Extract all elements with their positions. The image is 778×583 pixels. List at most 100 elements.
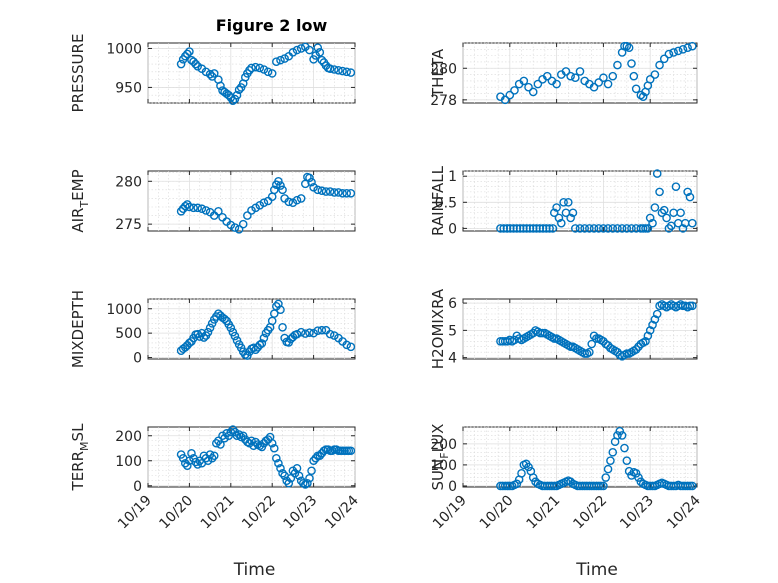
data-point bbox=[292, 329, 302, 339]
data-point bbox=[608, 224, 618, 233]
data-point bbox=[269, 185, 279, 195]
y-tick-label: 4 bbox=[448, 351, 457, 367]
data-point bbox=[510, 86, 519, 95]
x-tick-label: 10/22 bbox=[239, 493, 279, 533]
data-point bbox=[292, 463, 302, 473]
data-point bbox=[608, 447, 618, 457]
y-tick-label: 950 bbox=[115, 80, 142, 96]
data-point bbox=[234, 85, 244, 95]
y-tick-label: 275 bbox=[115, 217, 142, 233]
data-point bbox=[599, 73, 608, 83]
data-point bbox=[613, 60, 622, 70]
data-point bbox=[554, 213, 564, 223]
data-point bbox=[512, 479, 522, 489]
data-point bbox=[317, 325, 327, 335]
y-axis-label: MIXDEPTH bbox=[69, 290, 87, 368]
data-point bbox=[615, 426, 625, 436]
data-point bbox=[216, 81, 225, 91]
x-tick-label: 10/23 bbox=[281, 493, 321, 533]
data-point bbox=[193, 62, 202, 71]
y-axis-label: TERRMSL bbox=[69, 423, 91, 492]
data-point bbox=[209, 69, 219, 78]
data-point bbox=[657, 208, 667, 218]
data-point bbox=[305, 45, 314, 55]
data-point bbox=[325, 329, 335, 339]
y-tick-label: 500 bbox=[115, 326, 142, 342]
data-point bbox=[334, 188, 343, 197]
data-point bbox=[517, 469, 526, 478]
data-point bbox=[664, 49, 674, 59]
data-point bbox=[315, 451, 325, 461]
data-point bbox=[622, 456, 632, 465]
data-point bbox=[191, 59, 200, 69]
data-point bbox=[315, 48, 325, 57]
data-point bbox=[278, 185, 287, 195]
data-point bbox=[659, 54, 669, 64]
data-point bbox=[199, 451, 209, 461]
data-point bbox=[575, 67, 585, 76]
data-point bbox=[234, 430, 244, 439]
data-point bbox=[645, 75, 655, 84]
data-point bbox=[230, 223, 240, 232]
data-point bbox=[259, 198, 269, 208]
data-point bbox=[346, 342, 356, 352]
data-point bbox=[631, 469, 641, 478]
data-point bbox=[655, 187, 664, 197]
data-point bbox=[183, 49, 192, 59]
data-point bbox=[559, 198, 568, 207]
data-point bbox=[313, 326, 323, 336]
data-point bbox=[580, 224, 589, 233]
data-point bbox=[629, 71, 639, 81]
data-point bbox=[226, 323, 236, 333]
data-point bbox=[601, 473, 611, 482]
data-point bbox=[641, 336, 650, 346]
data-point bbox=[676, 208, 685, 218]
y-axis-label-tail: LUX bbox=[429, 424, 447, 453]
y-axis-label-subscript: M bbox=[78, 441, 91, 451]
y-axis-label-main: SUN bbox=[429, 459, 447, 491]
data-point bbox=[305, 173, 314, 183]
y-axis-label-main: PRESSURE bbox=[69, 34, 87, 113]
subplot-7: 0 100 200 10/19 10/20 10/21 10/22 10/23 10/24 Tim… bbox=[69, 423, 362, 580]
data-point bbox=[267, 438, 277, 448]
data-point bbox=[183, 200, 192, 209]
y-axis-label-main: RAINFALL bbox=[429, 165, 447, 236]
data-point bbox=[255, 63, 265, 73]
y-tick-label: 1 bbox=[448, 169, 457, 185]
data-point bbox=[226, 427, 236, 437]
data-point bbox=[205, 323, 215, 333]
data-point bbox=[548, 224, 558, 233]
data-point bbox=[259, 333, 269, 343]
data-point bbox=[599, 224, 608, 233]
data-point bbox=[603, 464, 613, 474]
data-point bbox=[296, 44, 306, 53]
data-point bbox=[505, 90, 515, 100]
data-point bbox=[292, 45, 302, 55]
data-point bbox=[325, 64, 335, 74]
y-tick-label: 100 bbox=[430, 458, 457, 474]
data-point bbox=[549, 208, 559, 218]
data-point bbox=[212, 438, 221, 448]
data-point bbox=[678, 45, 688, 54]
data-point bbox=[585, 224, 594, 233]
data-point bbox=[305, 473, 314, 483]
data-point bbox=[274, 458, 283, 468]
y-axis-label: RAINFALL bbox=[429, 165, 447, 236]
data-point bbox=[524, 82, 533, 92]
data-point bbox=[346, 188, 356, 198]
data-point bbox=[608, 71, 618, 81]
data-point bbox=[603, 79, 613, 89]
y-tick-label: 200 bbox=[430, 437, 457, 453]
data-point bbox=[259, 65, 269, 74]
data-point bbox=[272, 453, 281, 463]
y-axis-label-subscript: T bbox=[78, 201, 91, 209]
x-tick-label: 10/24 bbox=[664, 492, 704, 532]
x-tick-label: 10/20 bbox=[477, 493, 517, 533]
y-tick-label: 5 bbox=[448, 323, 457, 339]
data-point bbox=[645, 213, 655, 223]
data-point bbox=[185, 202, 194, 212]
data-point bbox=[243, 211, 252, 220]
y-tick-label: 100 bbox=[115, 454, 142, 470]
